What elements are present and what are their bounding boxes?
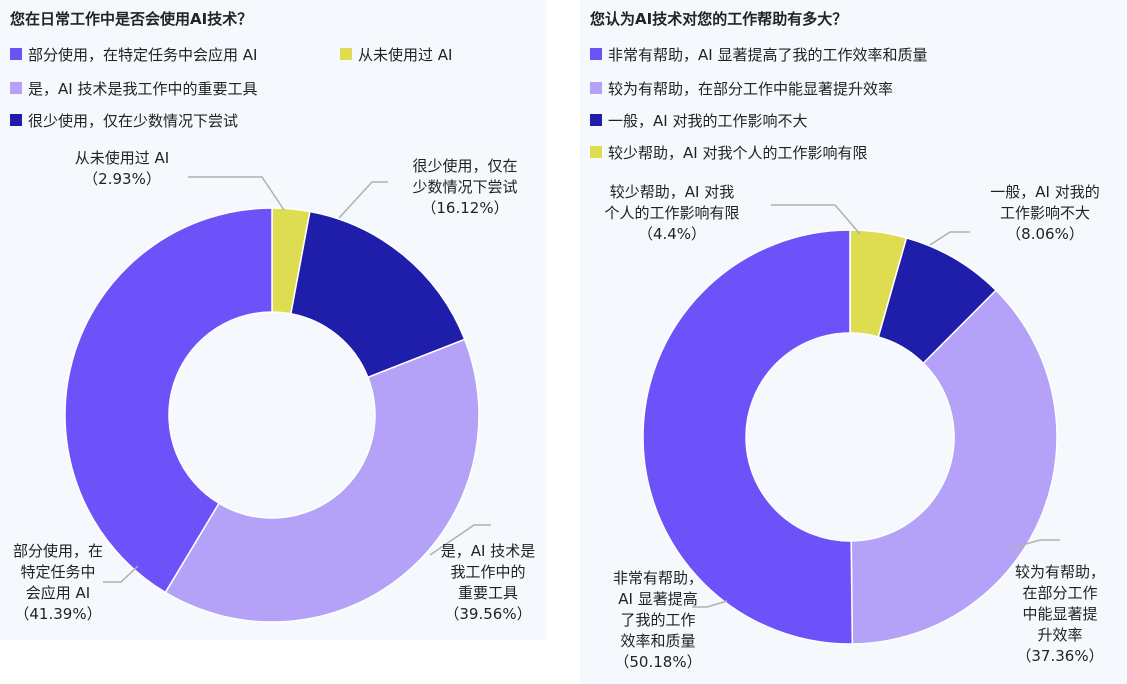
leader-line — [1007, 539, 1060, 550]
legend-item: 很少使用，仅在少数情况下尝试 — [10, 110, 238, 130]
legend-label: 很少使用，仅在少数情况下尝试 — [28, 111, 239, 130]
slice-label: 较为有帮助，在部分工作中能显著提升效率（37.36%） — [1015, 563, 1105, 665]
legend-swatch — [590, 48, 602, 60]
legend-label: 一般，AI 对我的工作影响不大 — [608, 111, 808, 130]
pie-slice — [850, 289, 1058, 645]
legend-swatch — [10, 82, 22, 94]
legend-swatch — [340, 48, 352, 60]
legend-item: 较少帮助，AI 对我个人的工作影响有限 — [590, 142, 867, 162]
legend-label: 从未使用过 AI — [358, 45, 453, 64]
leader-line — [188, 176, 285, 211]
legend-label: 非常有帮助，AI 显著提高了我的工作效率和质量 — [608, 45, 928, 64]
leader-line — [429, 524, 491, 556]
pie-slice — [64, 207, 273, 594]
legend-swatch — [590, 146, 602, 158]
leader-line — [338, 181, 388, 219]
legend-item: 从未使用过 AI — [340, 44, 452, 64]
leader-line — [771, 204, 861, 235]
legend-item: 部分使用，在特定任务中会应用 AI — [10, 44, 257, 64]
slice-label: 是，AI 技术是我工作中的重要工具（39.56%） — [441, 542, 535, 623]
legend-label: 部分使用，在特定任务中会应用 AI — [28, 45, 258, 64]
slice-label: 较少帮助，AI 对我个人的工作影响有限（4.4%） — [604, 183, 739, 243]
legend-swatch — [10, 48, 22, 60]
pie-slice — [642, 229, 854, 645]
legend-label: 是，AI 技术是我工作中的重要工具 — [28, 79, 258, 98]
donut-chart: 较少帮助，AI 对我个人的工作影响有限（4.4%） 一般，AI 对我的工作影响不大… — [604, 183, 1105, 671]
pie-slice — [164, 338, 480, 623]
slice-label: 很少使用，仅在少数情况下尝试（16.12%） — [412, 157, 517, 217]
legend-item: 较为有帮助，在部分工作中能显著提升效率 — [590, 78, 893, 98]
chart-title: 您认为AI技术对您的工作帮助有多大？ — [590, 10, 848, 28]
chart-panel-usage: 您在日常工作中是否会使用AI技术？ 部分使用，在特定任务中会应用 AI 从未使用… — [0, 0, 546, 640]
legend-item: 一般，AI 对我的工作影响不大 — [590, 110, 807, 130]
slice-label: 从未使用过 AI （2.93%） — [75, 149, 169, 188]
slice-label: 部分使用，在特定任务中会应用 AI （41.39%） — [13, 542, 103, 623]
legend-item: 非常有帮助，AI 显著提高了我的工作效率和质量 — [590, 44, 927, 64]
legend-swatch — [590, 114, 602, 126]
donut-chart: 从未使用过 AI （2.93%） 很少使用，仅在少数情况下尝试（16.12%） 是，A… — [13, 149, 535, 623]
slice-label: 非常有帮助， AI 显著提高了我的工作效率和质量（50.18%） — [613, 569, 703, 671]
leader-line — [692, 600, 728, 608]
legend-label: 较少帮助，AI 对我个人的工作影响有限 — [608, 143, 868, 162]
legend-swatch — [590, 82, 602, 94]
chart-title: 您在日常工作中是否会使用AI技术？ — [10, 10, 253, 28]
legend-swatch — [10, 114, 22, 126]
slice-label: 一般，AI 对我的工作影响不大（8.06%） — [990, 183, 1099, 243]
legend-label: 较为有帮助，在部分工作中能显著提升效率 — [608, 79, 894, 98]
legend-item: 是，AI 技术是我工作中的重要工具 — [10, 78, 257, 98]
leader-line — [103, 565, 139, 583]
pie-slice — [289, 210, 466, 379]
leader-line — [929, 231, 970, 246]
chart-panel-helpfulness: 您认为AI技术对您的工作帮助有多大？ 非常有帮助，AI 显著提高了我的工作效率和… — [580, 0, 1127, 684]
